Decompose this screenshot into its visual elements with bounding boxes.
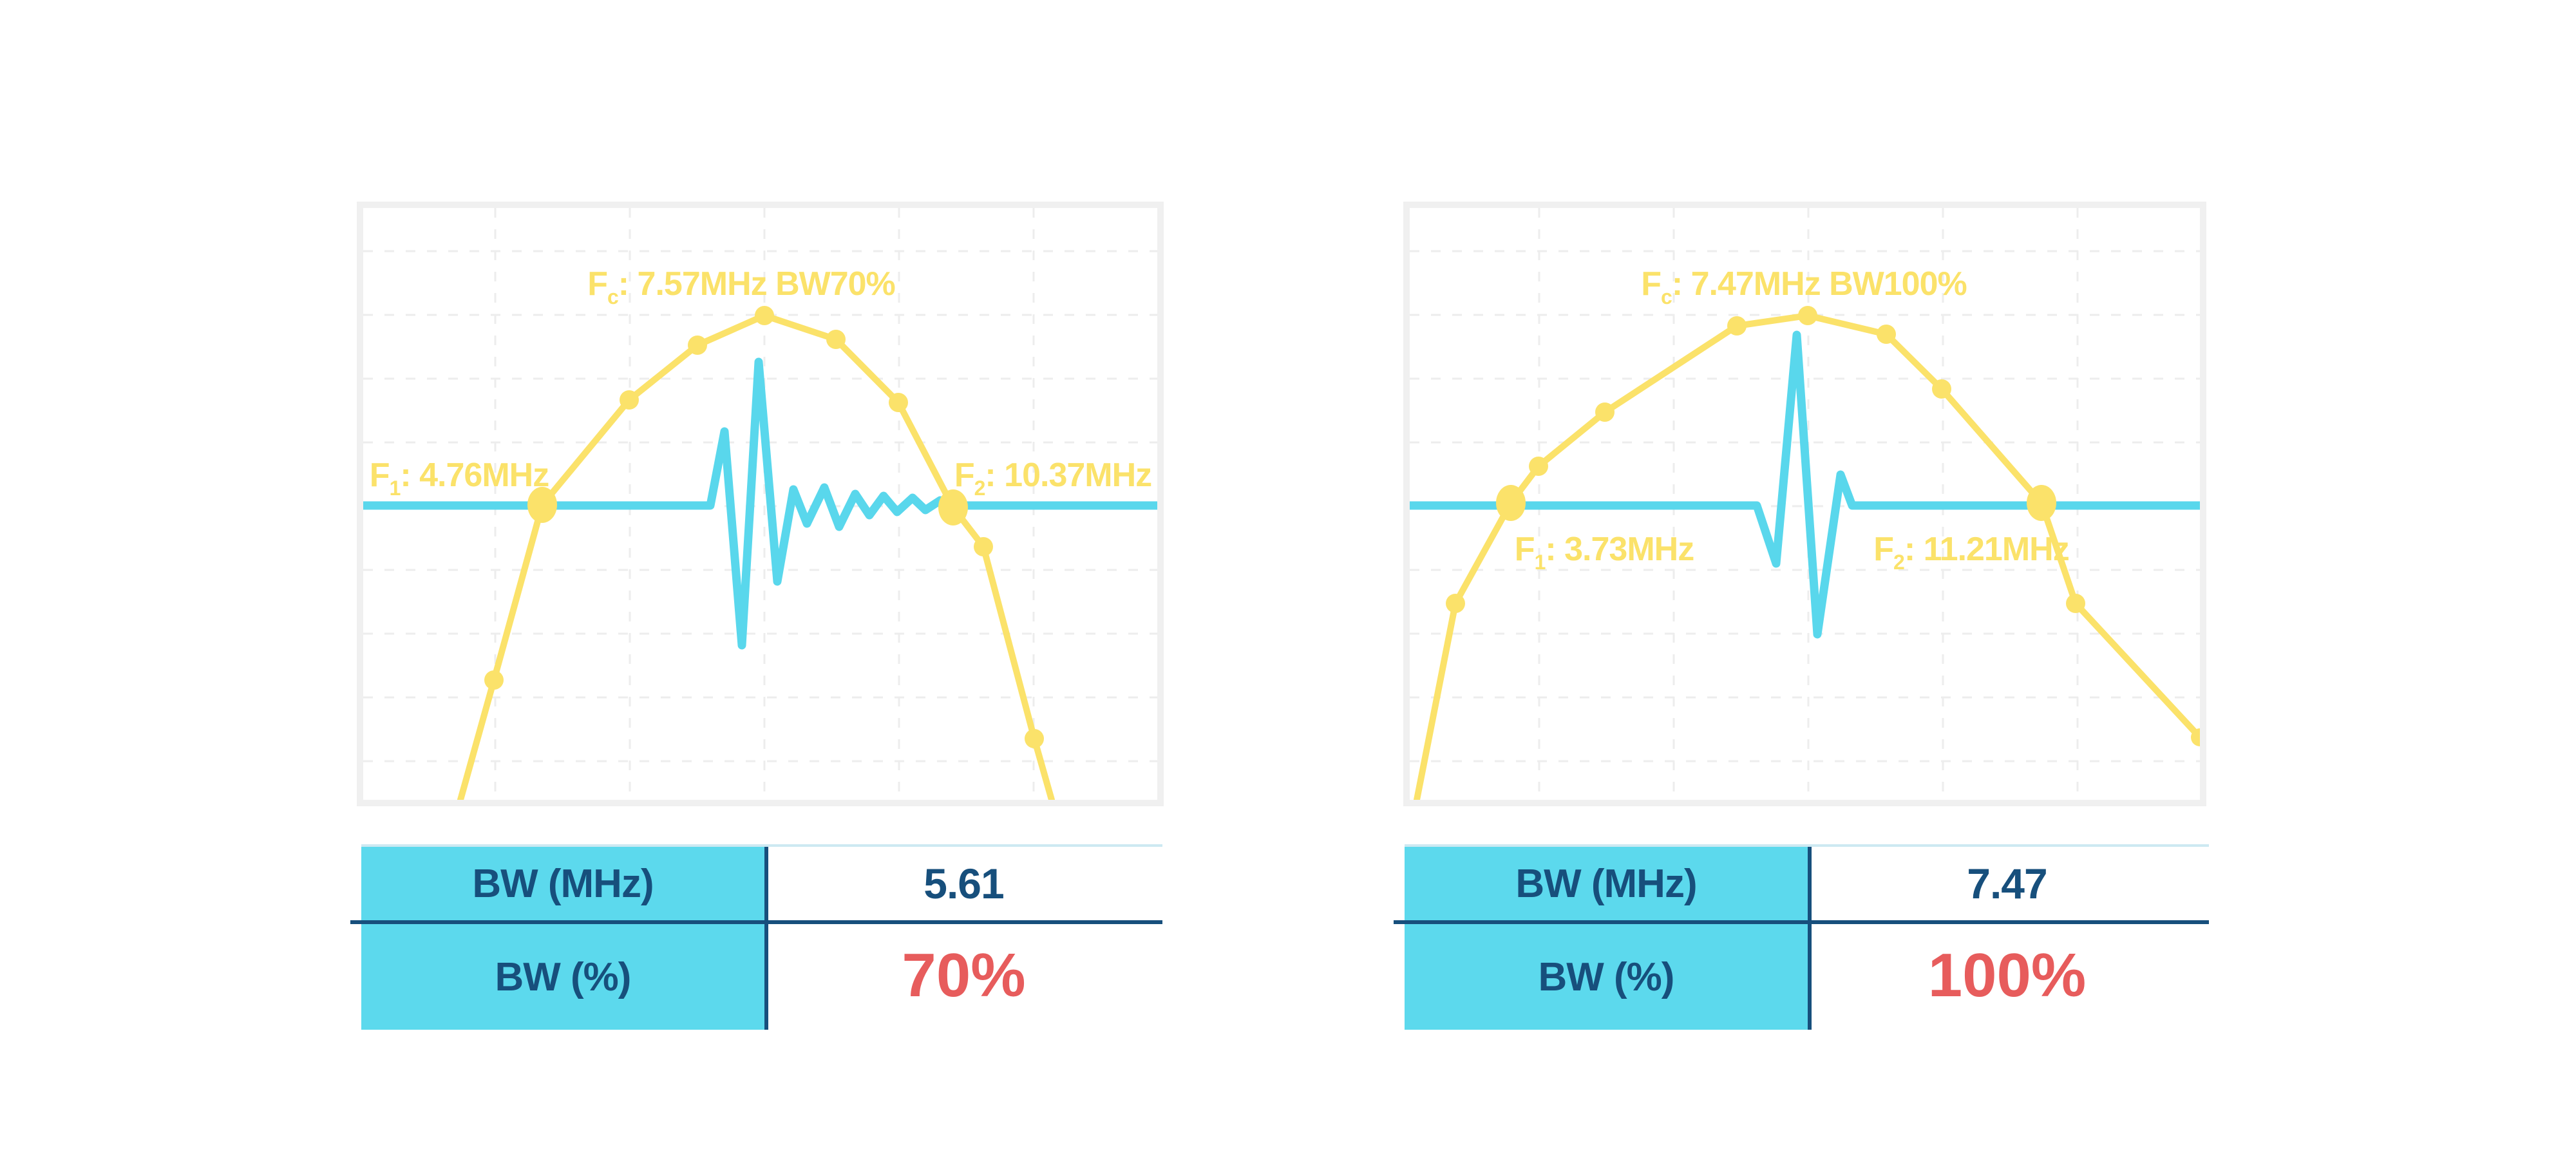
table-column-separator — [1808, 847, 1812, 1030]
f1-label: F1: 4.76MHz — [370, 457, 549, 500]
spectrum-marker — [1877, 325, 1896, 344]
spectrum-marker — [889, 393, 908, 412]
spectrum-marker — [1025, 729, 1044, 748]
spectrum-marker-large — [938, 489, 968, 525]
spectrum-marker — [1727, 316, 1747, 336]
table-top-border — [361, 844, 1162, 847]
table-header-column — [361, 847, 764, 1030]
spectrum-marker — [1529, 457, 1548, 476]
f2-label: F2: 11.21MHz — [1873, 531, 2069, 574]
pulse-waveform — [363, 357, 1157, 650]
spectrum-marker-end — [2191, 728, 2200, 746]
spectrum-chart-bw70: Fc: 7.57MHz BW70% F1: 4.76MHz F2: 10.37MHz — [357, 202, 1164, 806]
table-top-border — [1405, 844, 2209, 847]
bw-mhz-value: 5.61 — [923, 860, 1004, 907]
bw-mhz-label: BW (MHz) — [472, 861, 654, 906]
spectrum-marker — [1932, 379, 1951, 399]
spectrum-marker-large — [1496, 485, 1526, 521]
bw-pct-value: 100% — [1927, 941, 2087, 1010]
f2-label: F2: 10.37MHz — [954, 457, 1151, 500]
table-row-separator — [1394, 920, 2209, 924]
spectrum-chart-bw100-svg: Fc: 7.47MHz BW100% F1: 3.73MHz F2: 11.21MH… — [1410, 208, 2200, 800]
spectrum-marker — [826, 330, 846, 349]
table-row-separator — [350, 920, 1162, 924]
spectrum-marker-large — [2027, 485, 2056, 521]
bw-mhz-value: 7.47 — [1967, 860, 2047, 907]
table-header-column — [1405, 847, 1808, 1030]
bw-pct-value: 70% — [902, 941, 1026, 1010]
spectrum-curve — [457, 312, 1055, 800]
pulse-waveform — [1410, 330, 2200, 639]
spectrum-marker — [1595, 402, 1615, 422]
f1-label: F1: 3.73MHz — [1515, 531, 1694, 574]
spectrum-marker — [1798, 306, 1817, 325]
spectrum-marker — [2066, 594, 2085, 613]
spectrum-marker — [974, 537, 993, 556]
spectrum-marker — [755, 306, 774, 325]
spectrum-chart-bw70-svg: Fc: 7.57MHz BW70% F1: 4.76MHz F2: 10.37MHz — [363, 208, 1157, 800]
fc-label: Fc: 7.47MHz BW100% — [1641, 265, 1966, 308]
spectrum-chart-bw100: Fc: 7.47MHz BW100% F1: 3.73MHz F2: 11.21MH… — [1403, 202, 2206, 806]
bw-pct-label: BW (%) — [495, 954, 632, 999]
bw-pct-label: BW (%) — [1538, 954, 1675, 999]
fc-label: Fc: 7.57MHz BW70% — [587, 265, 895, 308]
spectrum-marker — [1446, 594, 1465, 613]
spectrum-marker — [620, 390, 639, 410]
spectrum-curve — [1414, 312, 2200, 800]
table-column-separator — [764, 847, 768, 1030]
spectrum-marker — [688, 336, 707, 355]
spectrum-marker-large — [527, 487, 557, 523]
spectrum-marker — [484, 670, 504, 690]
bw-mhz-label: BW (MHz) — [1515, 861, 1697, 906]
